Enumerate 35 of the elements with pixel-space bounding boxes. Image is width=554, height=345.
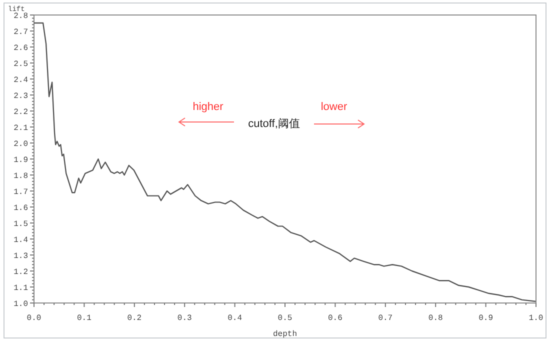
y-tick-label: 2.3 [14,92,28,101]
y-tick-label: 1.3 [14,252,28,261]
y-tick-label: 2.4 [14,76,28,85]
x-tick-label: 0.7 [378,314,393,323]
annotation: cutoff,阈值 [248,118,300,130]
x-tick-label: 0.9 [478,314,494,323]
y-tick-label: 2.5 [14,60,28,69]
y-tick-label: 2.6 [14,44,28,53]
y-tick-label: 1.9 [14,156,28,165]
x-tick-label: 0.1 [76,314,92,323]
y-tick-label: 2.7 [14,28,28,37]
x-tick-label: 0.0 [26,314,42,323]
annotation: lower [320,101,348,113]
y-tick-label: 1.2 [14,268,28,277]
y-tick-label: 1.0 [14,300,28,309]
x-tick-label: 0.3 [177,314,192,323]
y-tick-label: 1.6 [14,204,28,213]
x-tick-label: 0.2 [127,314,142,323]
annotation: higher [192,101,224,113]
y-tick-label: 1.7 [14,188,28,197]
line-series [33,22,536,302]
x-tick-label: 1.0 [528,314,544,323]
y-tick-label: 1.8 [14,172,28,181]
x-tick-label: 0.8 [428,314,443,323]
y-tick-label: 2.1 [14,124,28,133]
x-tick-label: 0.6 [328,314,343,323]
x-axis-title: depth [272,330,298,339]
y-tick-label: 2.8 [14,12,28,21]
x-tick-label: 0.5 [278,314,292,323]
y-tick-label: 1.1 [14,284,28,293]
y-tick-label: 1.4 [14,236,28,245]
y-tick-label: 2.0 [14,140,28,149]
y-tick-label: 1.5 [14,220,28,229]
y-tick-label: 2.2 [14,108,28,117]
x-tick-label: 0.4 [228,314,242,323]
